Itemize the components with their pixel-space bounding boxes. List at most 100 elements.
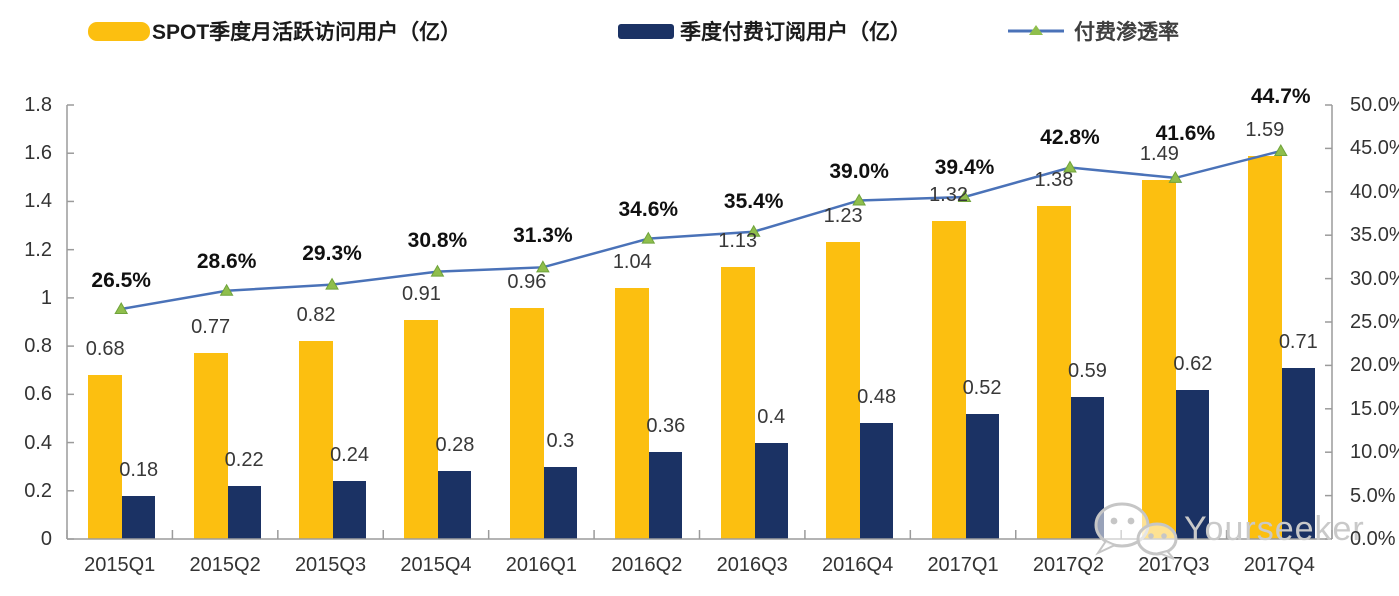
- bar-mau: [1247, 155, 1282, 539]
- subs-value-label: 0.59: [1067, 359, 1107, 382]
- wechat-icon: [1094, 502, 1178, 560]
- bar-subs: [1176, 389, 1210, 539]
- triangle-marker-icon: [430, 264, 445, 277]
- x-axis-label: 2016Q4: [822, 554, 894, 576]
- wechat-small-bubble-tail: [1155, 549, 1175, 560]
- x-axis-label: 2016Q3: [716, 554, 788, 576]
- bar-mau: [931, 220, 966, 539]
- subs-legend-swatch: [618, 23, 674, 39]
- subs-value-label: 0.4: [757, 405, 786, 428]
- left-axis-tick-label: 0.8: [24, 335, 52, 358]
- bar-subs: [754, 442, 788, 539]
- bar-subs: [860, 423, 894, 539]
- wechat-small-bubble: [1136, 522, 1178, 556]
- subs-legend-label: 季度付费订阅用户（亿）: [680, 21, 911, 44]
- wechat-eye: [1110, 517, 1118, 525]
- penetration-label: 28.6%: [196, 249, 257, 273]
- right-axis-tick-label: 10.0%: [1350, 441, 1399, 464]
- bar-mau: [193, 353, 228, 539]
- left-axis-tick-label: 0: [40, 528, 52, 550]
- penetration-label: 35.4%: [723, 189, 784, 213]
- left-axis-tick-label: 1: [40, 286, 52, 309]
- bar-subs: [1281, 367, 1315, 539]
- subs-value-label: 0.24: [330, 444, 369, 467]
- right-axis-tick-label: 15.0%: [1350, 397, 1399, 420]
- wechat-eye: [1161, 533, 1167, 539]
- right-axis-tick-label: 45.0%: [1350, 137, 1399, 160]
- subs-value-label: 0.52: [962, 376, 1002, 399]
- x-axis-label: 2017Q1: [927, 554, 999, 576]
- x-axis-label: 2017Q4: [1243, 554, 1315, 576]
- left-axis-tick-label: 0.4: [24, 431, 52, 454]
- left-axis-tick-label: 1.8: [24, 94, 52, 116]
- triangle-marker-icon: [1168, 170, 1183, 183]
- right-axis-tick-label: 25.0%: [1350, 311, 1399, 333]
- mau-value-label: 0.96: [507, 270, 547, 293]
- x-axis-label: 2016Q1: [505, 554, 577, 576]
- subs-value-label: 0.62: [1173, 352, 1213, 375]
- subs-value-label: 0.28: [435, 434, 475, 457]
- x-axis-label: 2015Q4: [400, 554, 472, 576]
- line-marker-legend-icon: [1008, 25, 1064, 35]
- mau-value-label: 0.77: [191, 316, 231, 339]
- triangle-marker-icon: [641, 231, 656, 244]
- legend-triangle-marker-icon: [1029, 25, 1043, 35]
- left-axis-tick-label: 1.2: [24, 238, 52, 261]
- watermark: Yourseeker: [1088, 496, 1365, 562]
- left-axis-tick-label: 1.4: [24, 190, 52, 213]
- triangle-marker-icon: [852, 193, 866, 206]
- triangle-marker-icon: [114, 301, 129, 314]
- triangle-marker-icon: [219, 283, 234, 296]
- bar-mau: [1142, 179, 1177, 539]
- x-axis-label: 2016Q2: [611, 554, 683, 576]
- mau-value-label: 1.04: [612, 251, 652, 274]
- x-axis-label: 2015Q3: [294, 554, 367, 576]
- mau-value-label: 1.49: [1139, 142, 1179, 165]
- subs-value-label: 0.22: [224, 448, 264, 471]
- right-axis-tick-label: 0.0%: [1350, 528, 1396, 550]
- penetration-label: 30.8%: [407, 228, 468, 252]
- right-axis-tick-label: 40.0%: [1350, 180, 1399, 203]
- bar-subs: [543, 466, 577, 539]
- mau-value-label: 0.91: [401, 282, 441, 305]
- subs-value-label: 0.36: [646, 415, 686, 438]
- right-axis-tick-label: 5.0%: [1350, 484, 1396, 507]
- triangle-marker-icon: [746, 224, 761, 237]
- mau-legend-swatch: [88, 21, 150, 41]
- right-axis-tick-label: 35.0%: [1350, 224, 1399, 247]
- wechat-eye: [1127, 517, 1135, 525]
- x-axis-label: 2017Q2: [1032, 554, 1105, 576]
- bar-subs: [965, 413, 999, 539]
- triangle-marker-icon: [957, 190, 972, 203]
- bar-mau: [404, 319, 439, 539]
- mau-value-label: 0.68: [85, 338, 125, 361]
- x-axis-label: 2017Q3: [1138, 554, 1210, 576]
- penetration-label: 34.6%: [618, 197, 679, 221]
- mau-value-label: 0.82: [296, 304, 336, 327]
- bar-subs: [649, 452, 683, 539]
- penetration-label: 39.4%: [934, 156, 995, 179]
- mau-value-label: 1.38: [1034, 169, 1074, 192]
- left-axis-tick-label: 0.6: [24, 383, 52, 406]
- subs-value-label: 0.48: [857, 386, 897, 409]
- penetration-label: 31.3%: [513, 224, 573, 248]
- triangle-marker-icon: [325, 277, 339, 290]
- wechat-eye: [1148, 533, 1154, 539]
- legend-item-subs: 季度付费订阅用户（亿）: [618, 14, 911, 48]
- wechat-big-bubble-tail: [1095, 539, 1118, 556]
- triangle-marker-icon: [1063, 160, 1077, 173]
- bar-mau: [826, 242, 861, 539]
- mau-value-label: 1.13: [718, 229, 758, 252]
- bar-mau: [1036, 206, 1071, 539]
- right-axis-tick-label: 50.0%: [1350, 94, 1399, 116]
- left-axis-tick-label: 1.6: [24, 142, 52, 165]
- bar-subs: [227, 485, 261, 539]
- bar-mau: [615, 288, 650, 539]
- penetration-legend-label: 付费渗透率: [1074, 21, 1179, 44]
- bar-subs: [438, 471, 472, 539]
- mau-value-label: 1.23: [823, 205, 863, 228]
- bar-subs: [122, 495, 156, 539]
- mau-value-label: 1.32: [929, 183, 968, 206]
- mau-value-label: 1.59: [1245, 118, 1285, 141]
